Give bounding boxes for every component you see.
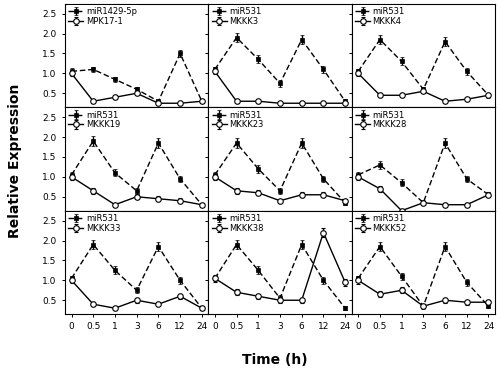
Legend: miR531, MKKK23: miR531, MKKK23 <box>210 109 265 131</box>
Legend: miR531, MKKK52: miR531, MKKK52 <box>354 212 408 234</box>
Legend: miR531, MKKK19: miR531, MKKK19 <box>66 109 122 131</box>
Legend: miR531, MKKK38: miR531, MKKK38 <box>210 212 266 234</box>
Legend: miR531, MKKK33: miR531, MKKK33 <box>66 212 122 234</box>
Text: Time (h): Time (h) <box>242 353 308 367</box>
Legend: miR531, MKKK3: miR531, MKKK3 <box>210 5 263 28</box>
Legend: miR531, MKKK4: miR531, MKKK4 <box>354 5 406 28</box>
Legend: miR531, MKKK28: miR531, MKKK28 <box>354 109 408 131</box>
Text: Relative Expression: Relative Expression <box>8 84 22 238</box>
Legend: miR1429-5p, MPK17-1: miR1429-5p, MPK17-1 <box>66 5 138 28</box>
